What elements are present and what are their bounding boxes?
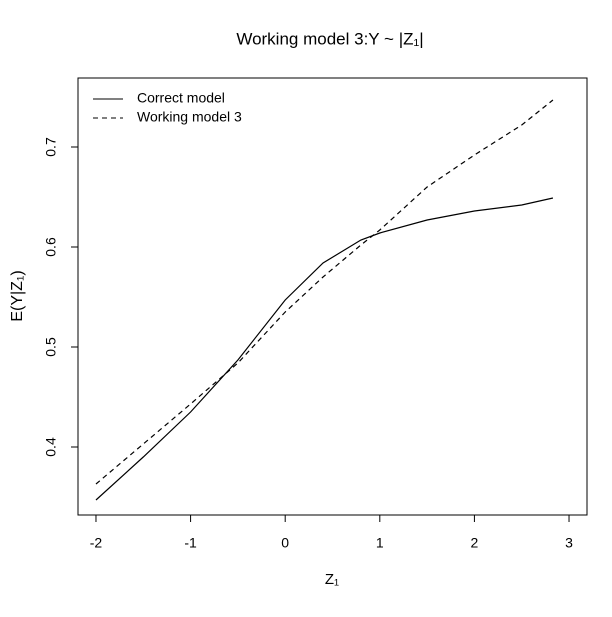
plot-frame <box>77 77 588 516</box>
series-line <box>95 99 554 485</box>
y-tick-label: 0.6 <box>43 237 59 257</box>
y-tick-label: 0.4 <box>43 437 59 457</box>
chart-title: Working model 3:Y ~ |Z₁| <box>236 29 423 48</box>
y-tick-label: 0.7 <box>43 137 59 157</box>
x-tick-label: 3 <box>565 535 573 551</box>
x-tick-label: -2 <box>90 535 103 551</box>
x-axis-label: Z₁ <box>325 571 339 588</box>
series-line <box>95 197 554 501</box>
x-tick-label: 0 <box>281 535 289 551</box>
x-tick-label: -1 <box>184 535 197 551</box>
y-axis-label: E(Y|Z₁) <box>9 270 26 321</box>
x-tick-label: 1 <box>376 535 384 551</box>
y-tick-label: 0.5 <box>43 337 59 357</box>
legend-label: Working model 3 <box>137 109 242 125</box>
legend-label: Correct model <box>137 90 225 106</box>
x-tick-label: 2 <box>471 535 479 551</box>
